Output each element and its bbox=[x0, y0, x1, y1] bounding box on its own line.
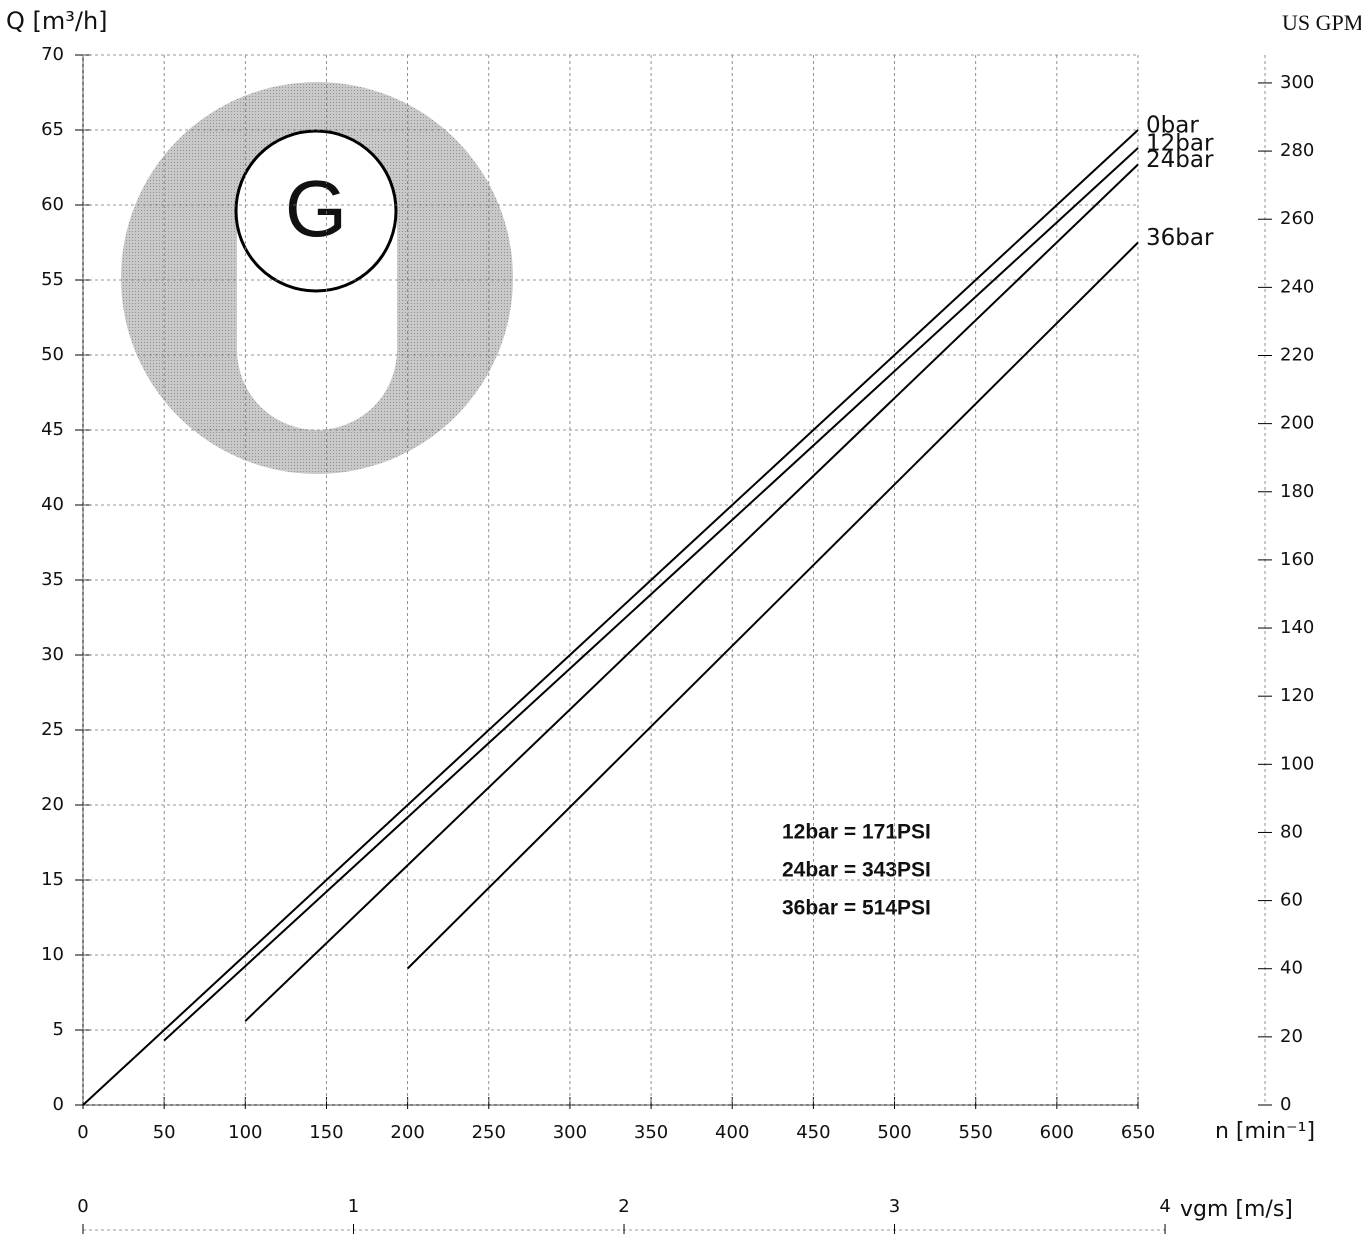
y-tick-label: 60 bbox=[41, 194, 64, 215]
y2-tick-label: 80 bbox=[1280, 821, 1303, 842]
y-tick-label: 70 bbox=[41, 44, 64, 65]
y-tick-label: 50 bbox=[41, 344, 64, 365]
logo-text: G bbox=[285, 164, 347, 253]
y2-tick-label: 0 bbox=[1280, 1094, 1291, 1115]
x-tick-label: 550 bbox=[959, 1122, 993, 1143]
y-tick-label: 35 bbox=[41, 569, 64, 590]
x-tick-label: 600 bbox=[1040, 1122, 1074, 1143]
y-tick-label: 5 bbox=[53, 1019, 64, 1040]
y2-tick-label: 260 bbox=[1280, 208, 1314, 229]
x2-axis-label: vgm [m/s] bbox=[1180, 1197, 1293, 1222]
x-tick-label: 200 bbox=[390, 1122, 424, 1143]
y-axis-label: Q [m³/h] bbox=[6, 7, 108, 35]
series-line bbox=[406, 241, 1139, 970]
annotation: 36bar = 514PSI bbox=[782, 897, 931, 920]
series-label: 36bar bbox=[1146, 225, 1214, 251]
y2-tick-label: 100 bbox=[1280, 753, 1314, 774]
series-line bbox=[163, 147, 1139, 1042]
x2-tick-label: 2 bbox=[618, 1196, 629, 1217]
series-line bbox=[82, 129, 1139, 1106]
x-tick-label: 150 bbox=[309, 1122, 343, 1143]
y2-tick-label: 160 bbox=[1280, 549, 1314, 570]
x-tick-label: 300 bbox=[553, 1122, 587, 1143]
y2-tick-label: 140 bbox=[1280, 617, 1314, 638]
y-tick-label: 15 bbox=[41, 869, 64, 890]
series-label: 24bar bbox=[1146, 147, 1214, 173]
y-tick-label: 20 bbox=[41, 794, 64, 815]
y2-tick-label: 200 bbox=[1280, 413, 1314, 434]
logo: G bbox=[121, 82, 513, 474]
x-tick-label: 500 bbox=[877, 1122, 911, 1143]
x-tick-label: 0 bbox=[77, 1122, 88, 1143]
y2-tick-label: 240 bbox=[1280, 276, 1314, 297]
y-tick-label: 25 bbox=[41, 719, 64, 740]
x2-tick-label: 1 bbox=[348, 1196, 359, 1217]
y-tick-label: 40 bbox=[41, 494, 64, 515]
x2-tick-label: 0 bbox=[77, 1196, 88, 1217]
series-label: 12bar bbox=[1146, 131, 1214, 157]
x-tick-label: 450 bbox=[796, 1122, 830, 1143]
series-label: 0bar bbox=[1146, 113, 1199, 139]
x-tick-label: 350 bbox=[634, 1122, 668, 1143]
y2-tick-label: 60 bbox=[1280, 890, 1303, 911]
x-tick-label: 50 bbox=[153, 1122, 176, 1143]
x-tick-label: 650 bbox=[1121, 1122, 1155, 1143]
y2-tick-label: 180 bbox=[1280, 481, 1314, 502]
series-line bbox=[244, 163, 1139, 1022]
x-tick-label: 400 bbox=[715, 1122, 749, 1143]
y2-axis-label: US GPM bbox=[1282, 10, 1361, 35]
annotation: 24bar = 343PSI bbox=[782, 859, 931, 882]
y2-tick-label: 220 bbox=[1280, 344, 1314, 365]
x-tick-label: 100 bbox=[228, 1122, 262, 1143]
y-tick-label: 55 bbox=[41, 269, 64, 290]
x-tick-label: 250 bbox=[472, 1122, 506, 1143]
y2-tick-label: 40 bbox=[1280, 958, 1303, 979]
x2-tick-label: 4 bbox=[1159, 1196, 1170, 1217]
y2-tick-label: 120 bbox=[1280, 685, 1314, 706]
y-tick-label: 0 bbox=[53, 1094, 64, 1115]
annotation: 12bar = 171PSI bbox=[782, 821, 931, 844]
y-tick-label: 30 bbox=[41, 644, 64, 665]
y-tick-label: 10 bbox=[41, 944, 64, 965]
x-axis-label: n [min⁻¹] bbox=[1215, 1119, 1315, 1144]
x2-tick-label: 3 bbox=[889, 1196, 900, 1217]
y-tick-label: 65 bbox=[41, 119, 64, 140]
y2-tick-label: 20 bbox=[1280, 1026, 1303, 1047]
y2-tick-label: 300 bbox=[1280, 72, 1314, 93]
y-tick-label: 45 bbox=[41, 419, 64, 440]
y2-tick-label: 280 bbox=[1280, 140, 1314, 161]
